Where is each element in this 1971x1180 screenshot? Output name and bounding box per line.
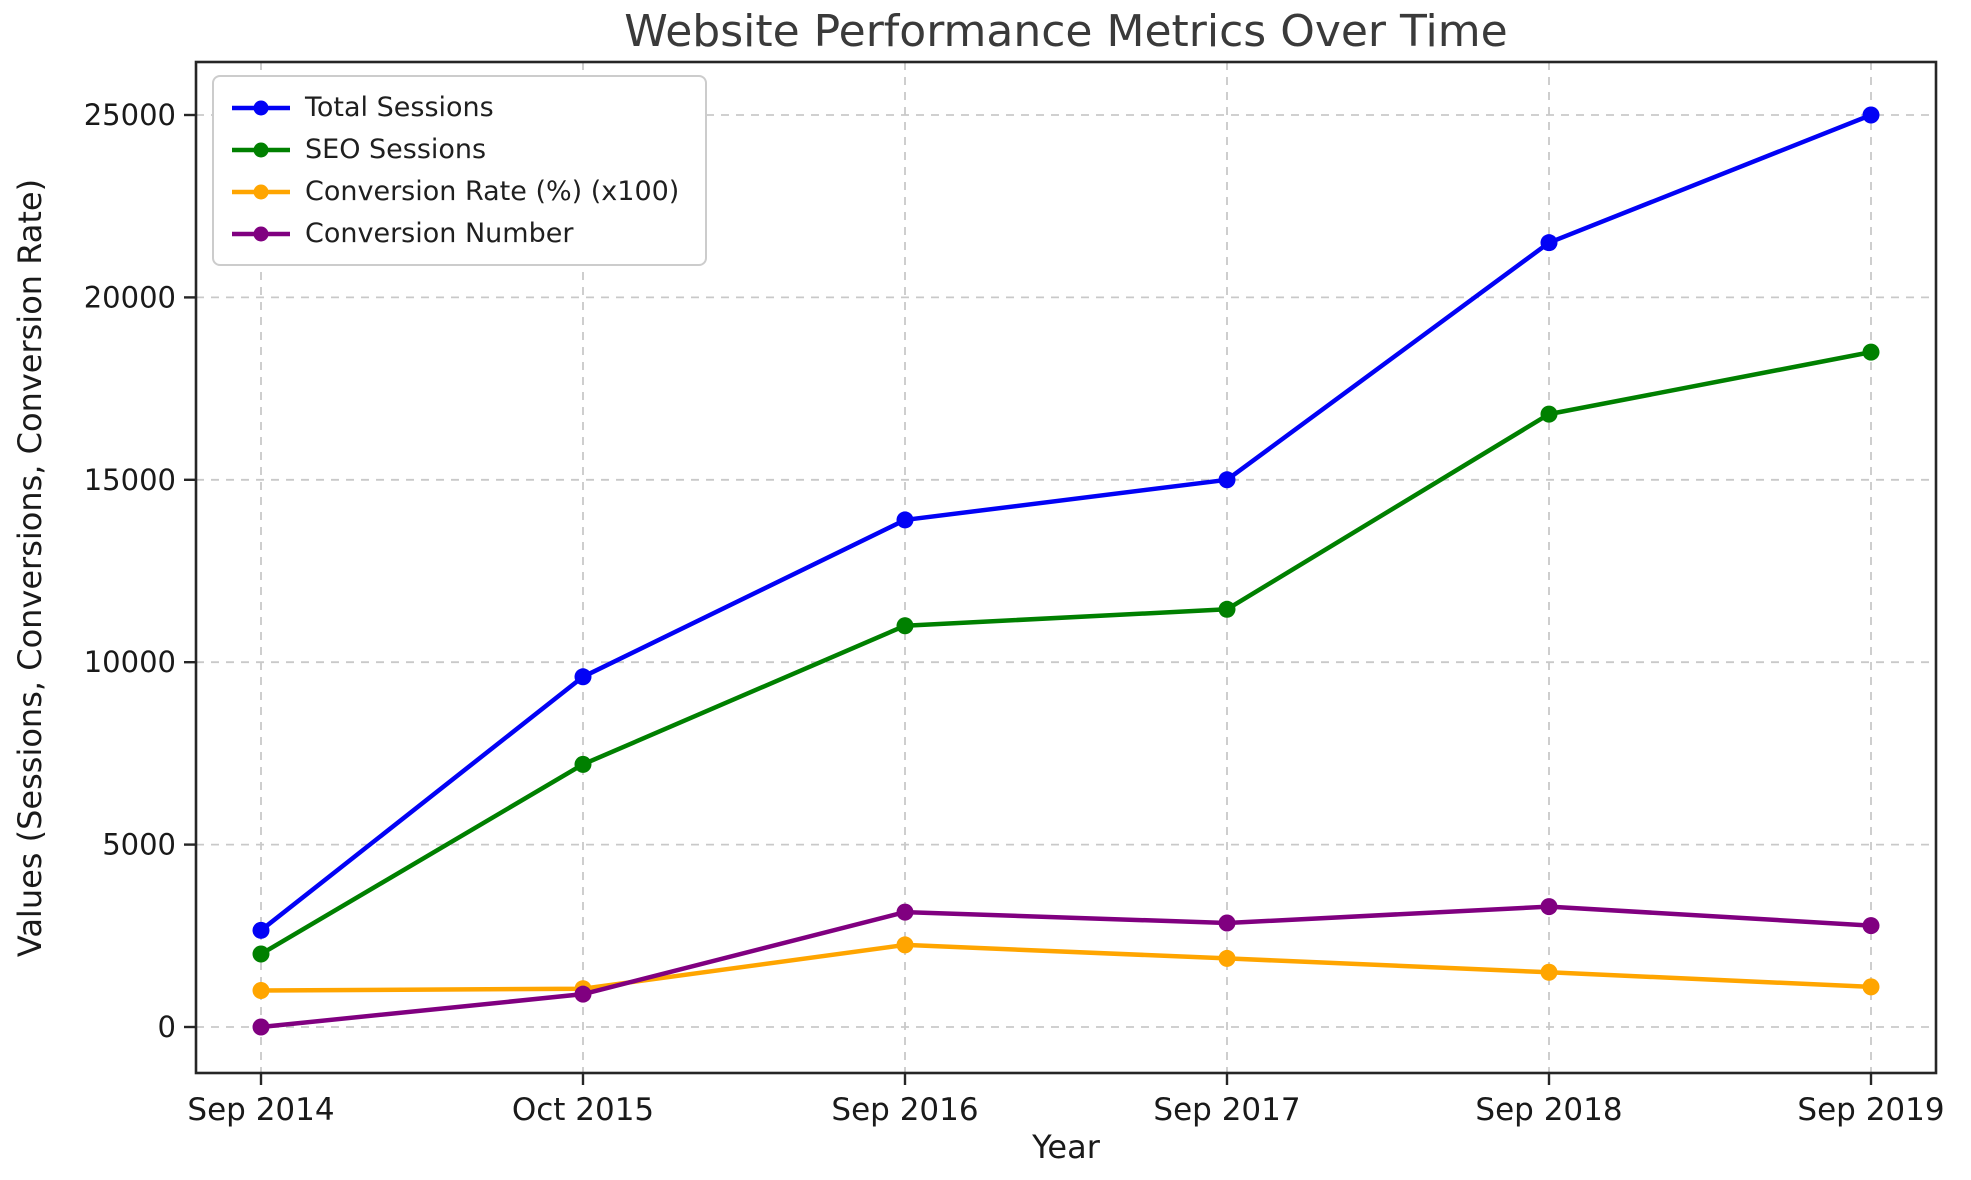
x-tick-label: Sep 2014: [187, 1092, 334, 1128]
data-point-total-sessions: [1862, 106, 1880, 124]
y-tick-label: 15000: [84, 463, 176, 497]
data-point-seo-sessions: [574, 755, 592, 773]
y-tick-label: 10000: [84, 645, 176, 679]
data-point-seo-sessions: [1540, 405, 1558, 423]
data-point-total-sessions: [1218, 471, 1236, 489]
data-point-total-sessions: [896, 511, 914, 529]
legend-item-seo-sessions: SEO Sessions: [230, 134, 679, 165]
data-point-seo-sessions: [1218, 600, 1236, 618]
data-point-conversion-rate-x100: [1862, 978, 1880, 996]
series-conversion-rate-x100: [252, 936, 1880, 1000]
plot-border: [194, 60, 1938, 1075]
data-point-total-sessions: [574, 668, 592, 686]
data-point-conversion-number: [252, 1018, 270, 1036]
y-tick-label: 0: [158, 1010, 176, 1044]
y-tick-label: 5000: [102, 828, 176, 862]
data-point-total-sessions: [252, 921, 270, 939]
data-point-conversion-number: [896, 903, 914, 921]
data-point-conversion-number: [1862, 917, 1880, 935]
legend-line-sample-icon: [232, 142, 290, 158]
axis-ticks: 0 5000 10000 15000 20000 25000 Sep 2014 Oct 201…: [84, 98, 1945, 1128]
x-tick-label: Sep 2016: [831, 1092, 978, 1128]
legend: Total Sessions SEO Sessions Conversion R…: [212, 75, 708, 267]
legend-line-sample-icon: [232, 184, 290, 200]
x-axis-label: Year: [1032, 1128, 1100, 1166]
data-point-conversion-rate-x100: [1540, 963, 1558, 981]
x-tick-label: Sep 2018: [1475, 1092, 1622, 1128]
grid-lines: [196, 62, 1936, 1073]
data-point-conversion-number: [574, 985, 592, 1003]
x-tick-label: Sep 2017: [1153, 1092, 1300, 1128]
data-point-conversion-rate-x100: [896, 936, 914, 954]
legend-label: Total Sessions: [305, 92, 494, 123]
data-point-total-sessions: [1540, 234, 1558, 252]
data-point-conversion-number: [1540, 898, 1558, 916]
legend-item-total-sessions: Total Sessions: [230, 92, 679, 123]
data-point-conversion-rate-x100: [1218, 949, 1236, 967]
legend-item-conversion-rate: Conversion Rate (%) (x100): [230, 176, 679, 207]
legend-item-conversion-number: Conversion Number: [230, 218, 679, 249]
data-point-seo-sessions: [252, 945, 270, 963]
data-point-seo-sessions: [1862, 343, 1880, 361]
y-axis-label: Values (Sessions, Conversions, Conversio…: [11, 178, 49, 958]
series-total-sessions: [252, 106, 1880, 939]
legend-line-sample-icon: [232, 100, 290, 116]
legend-label: Conversion Rate (%) (x100): [305, 176, 680, 208]
x-tick-label: Oct 2015: [512, 1092, 654, 1128]
data-point-conversion-number: [1218, 914, 1236, 932]
series-conversion-number: [252, 898, 1880, 1036]
chart-title: Website Performance Metrics Over Time: [624, 6, 1508, 57]
y-tick-label: 20000: [84, 280, 176, 314]
legend-line-sample-icon: [232, 226, 290, 242]
legend-label: Conversion Number: [305, 218, 574, 250]
data-point-conversion-rate-x100: [252, 982, 270, 1000]
x-tick-label: Sep 2019: [1797, 1092, 1944, 1128]
series-seo-sessions: [252, 343, 1880, 963]
y-tick-label: 25000: [84, 98, 176, 132]
legend-label: SEO Sessions: [305, 134, 487, 166]
data-point-seo-sessions: [896, 617, 914, 635]
